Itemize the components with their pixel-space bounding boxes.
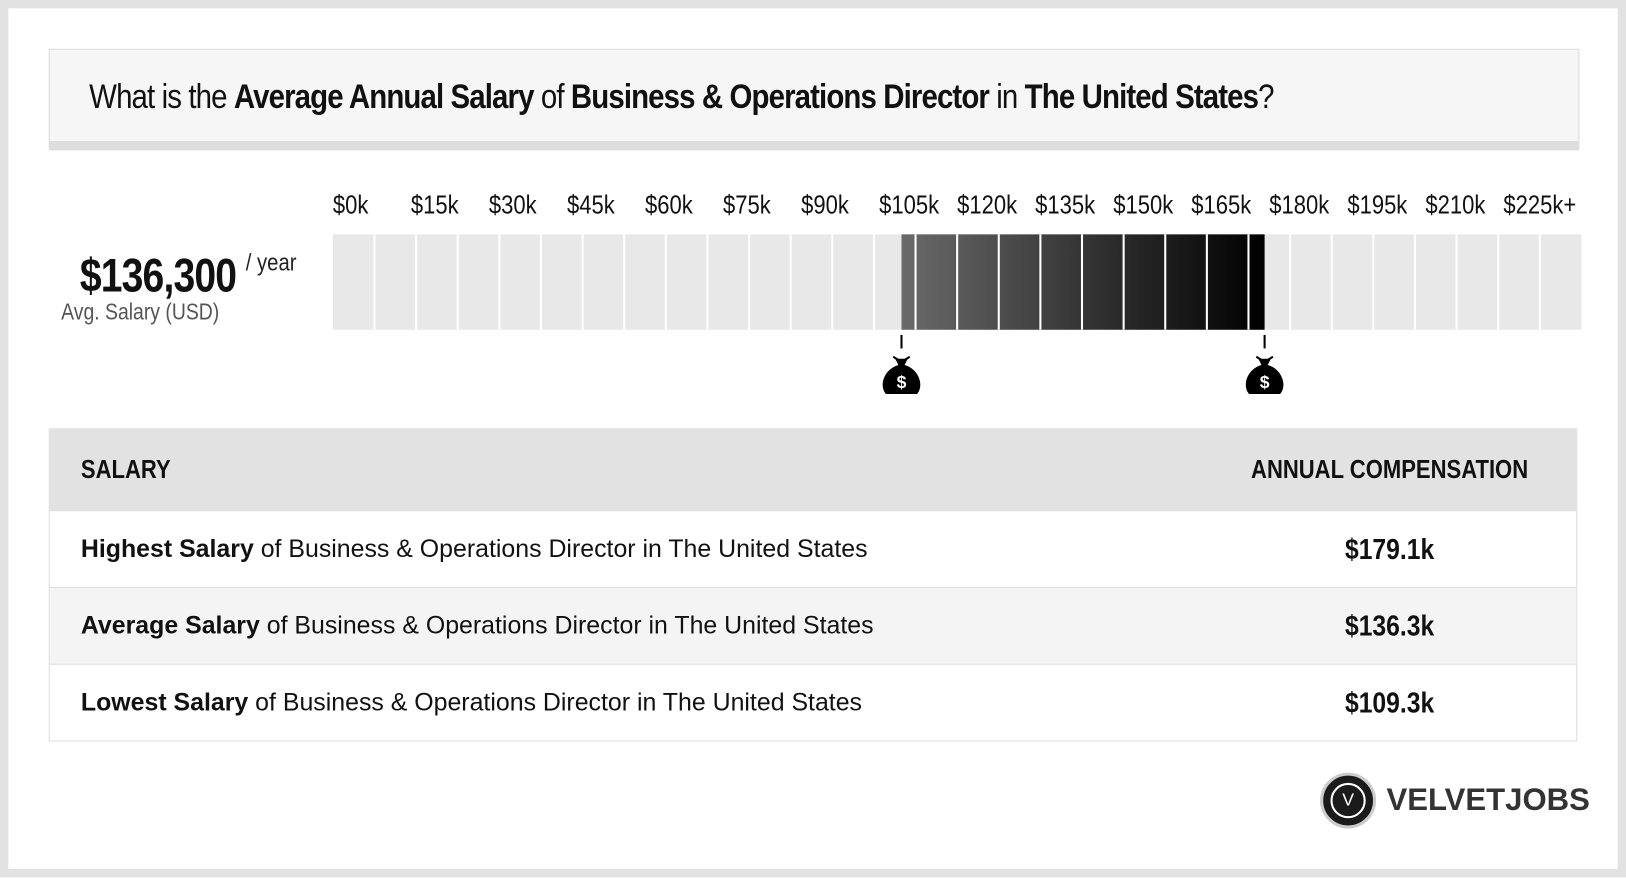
tick-label: $120k [957, 191, 1018, 220]
title: What is the Average Annual Salary of Bus… [89, 76, 1274, 116]
money-bag: $ [1245, 355, 1284, 395]
salary-range [901, 234, 1265, 330]
row-bold: Average Salary [80, 611, 260, 640]
tick-label: $150k [1113, 191, 1174, 220]
average-salary: $136,300 / year [61, 228, 297, 340]
tick-label: $180k [1269, 191, 1330, 220]
money-bag-body [882, 358, 921, 395]
tick-label: $195k [1347, 191, 1408, 220]
tick-label: $30k [489, 191, 538, 220]
logo-badge: V [1320, 772, 1377, 829]
average-amount: $136,300 [79, 247, 237, 302]
row-value: $109.3k [1344, 685, 1435, 719]
tick-label: $45k [567, 191, 616, 220]
money-bag-body [1245, 358, 1284, 395]
logo-text: VELVETJOBS [1386, 782, 1590, 818]
title-box: What is the Average Annual Salary of Bus… [48, 48, 1580, 151]
logo-icon: V [1330, 782, 1366, 819]
tick-label: $165k [1191, 191, 1252, 220]
row-label: Highest Salary of Business & Operations … [50, 535, 1203, 564]
money-bag: $ [882, 355, 921, 395]
money-bag-tie [892, 355, 911, 364]
row-label: Average Salary of Business & Operations … [50, 611, 1203, 640]
tick-label: $15k [411, 191, 460, 220]
title-part: The United States [1024, 76, 1259, 116]
title-part: of [533, 76, 571, 116]
tick-label: $60k [645, 191, 694, 220]
tick-label: $225k+ [1503, 191, 1576, 220]
row-value: $136.3k [1344, 609, 1435, 642]
tick-label: $90k [801, 191, 850, 220]
table-row: Average Salary of Business & Operations … [49, 586, 1577, 664]
tick-label: $75k [723, 191, 772, 220]
tick-label: $210k [1425, 191, 1486, 220]
title-part: Average Annual Salary [233, 76, 535, 116]
header-cell: SALARY [80, 454, 171, 484]
header-cell: ANNUAL COMPENSATION [1251, 454, 1529, 484]
row-value: $179.1k [1344, 532, 1435, 565]
row-bold: Lowest Salary [80, 688, 249, 717]
salary-table: SALARY ANNUAL COMPENSATION Highest Salar… [48, 428, 1578, 742]
logo: V VELVETJOBS [1320, 772, 1590, 829]
title-part: What is the [89, 76, 234, 116]
average-caption: Avg. Salary (USD) [61, 298, 220, 325]
row-rest: of Business & Operations Director in The… [253, 534, 868, 563]
tick-label: $135k [1035, 191, 1096, 220]
average-unit: / year [245, 248, 297, 276]
row-rest: of Business & Operations Director in The… [248, 688, 863, 717]
title-part: in [988, 76, 1025, 116]
tick-label: $0k [333, 191, 369, 220]
row-bold: Highest Salary [80, 534, 254, 563]
row-rest: of Business & Operations Director in The… [259, 611, 874, 640]
table-row: Lowest Salary of Business & Operations D… [49, 663, 1577, 741]
title-part: Business & Operations Director [570, 76, 990, 116]
table-header: SALARY ANNUAL COMPENSATION [49, 429, 1577, 511]
money-bag-tie [1255, 355, 1274, 364]
row-label: Lowest Salary of Business & Operations D… [50, 688, 1203, 717]
table-row: Highest Salary of Business & Operations … [49, 510, 1577, 587]
salary-bar: $0k $15k $30k $45k $60k $75k $90k $105k $120k $13… [333, 191, 1582, 395]
money-bag-sign: $ [897, 372, 907, 392]
tick-label: $105k [879, 191, 940, 220]
money-bag-sign: $ [1260, 372, 1270, 392]
title-part: ? [1258, 76, 1274, 116]
